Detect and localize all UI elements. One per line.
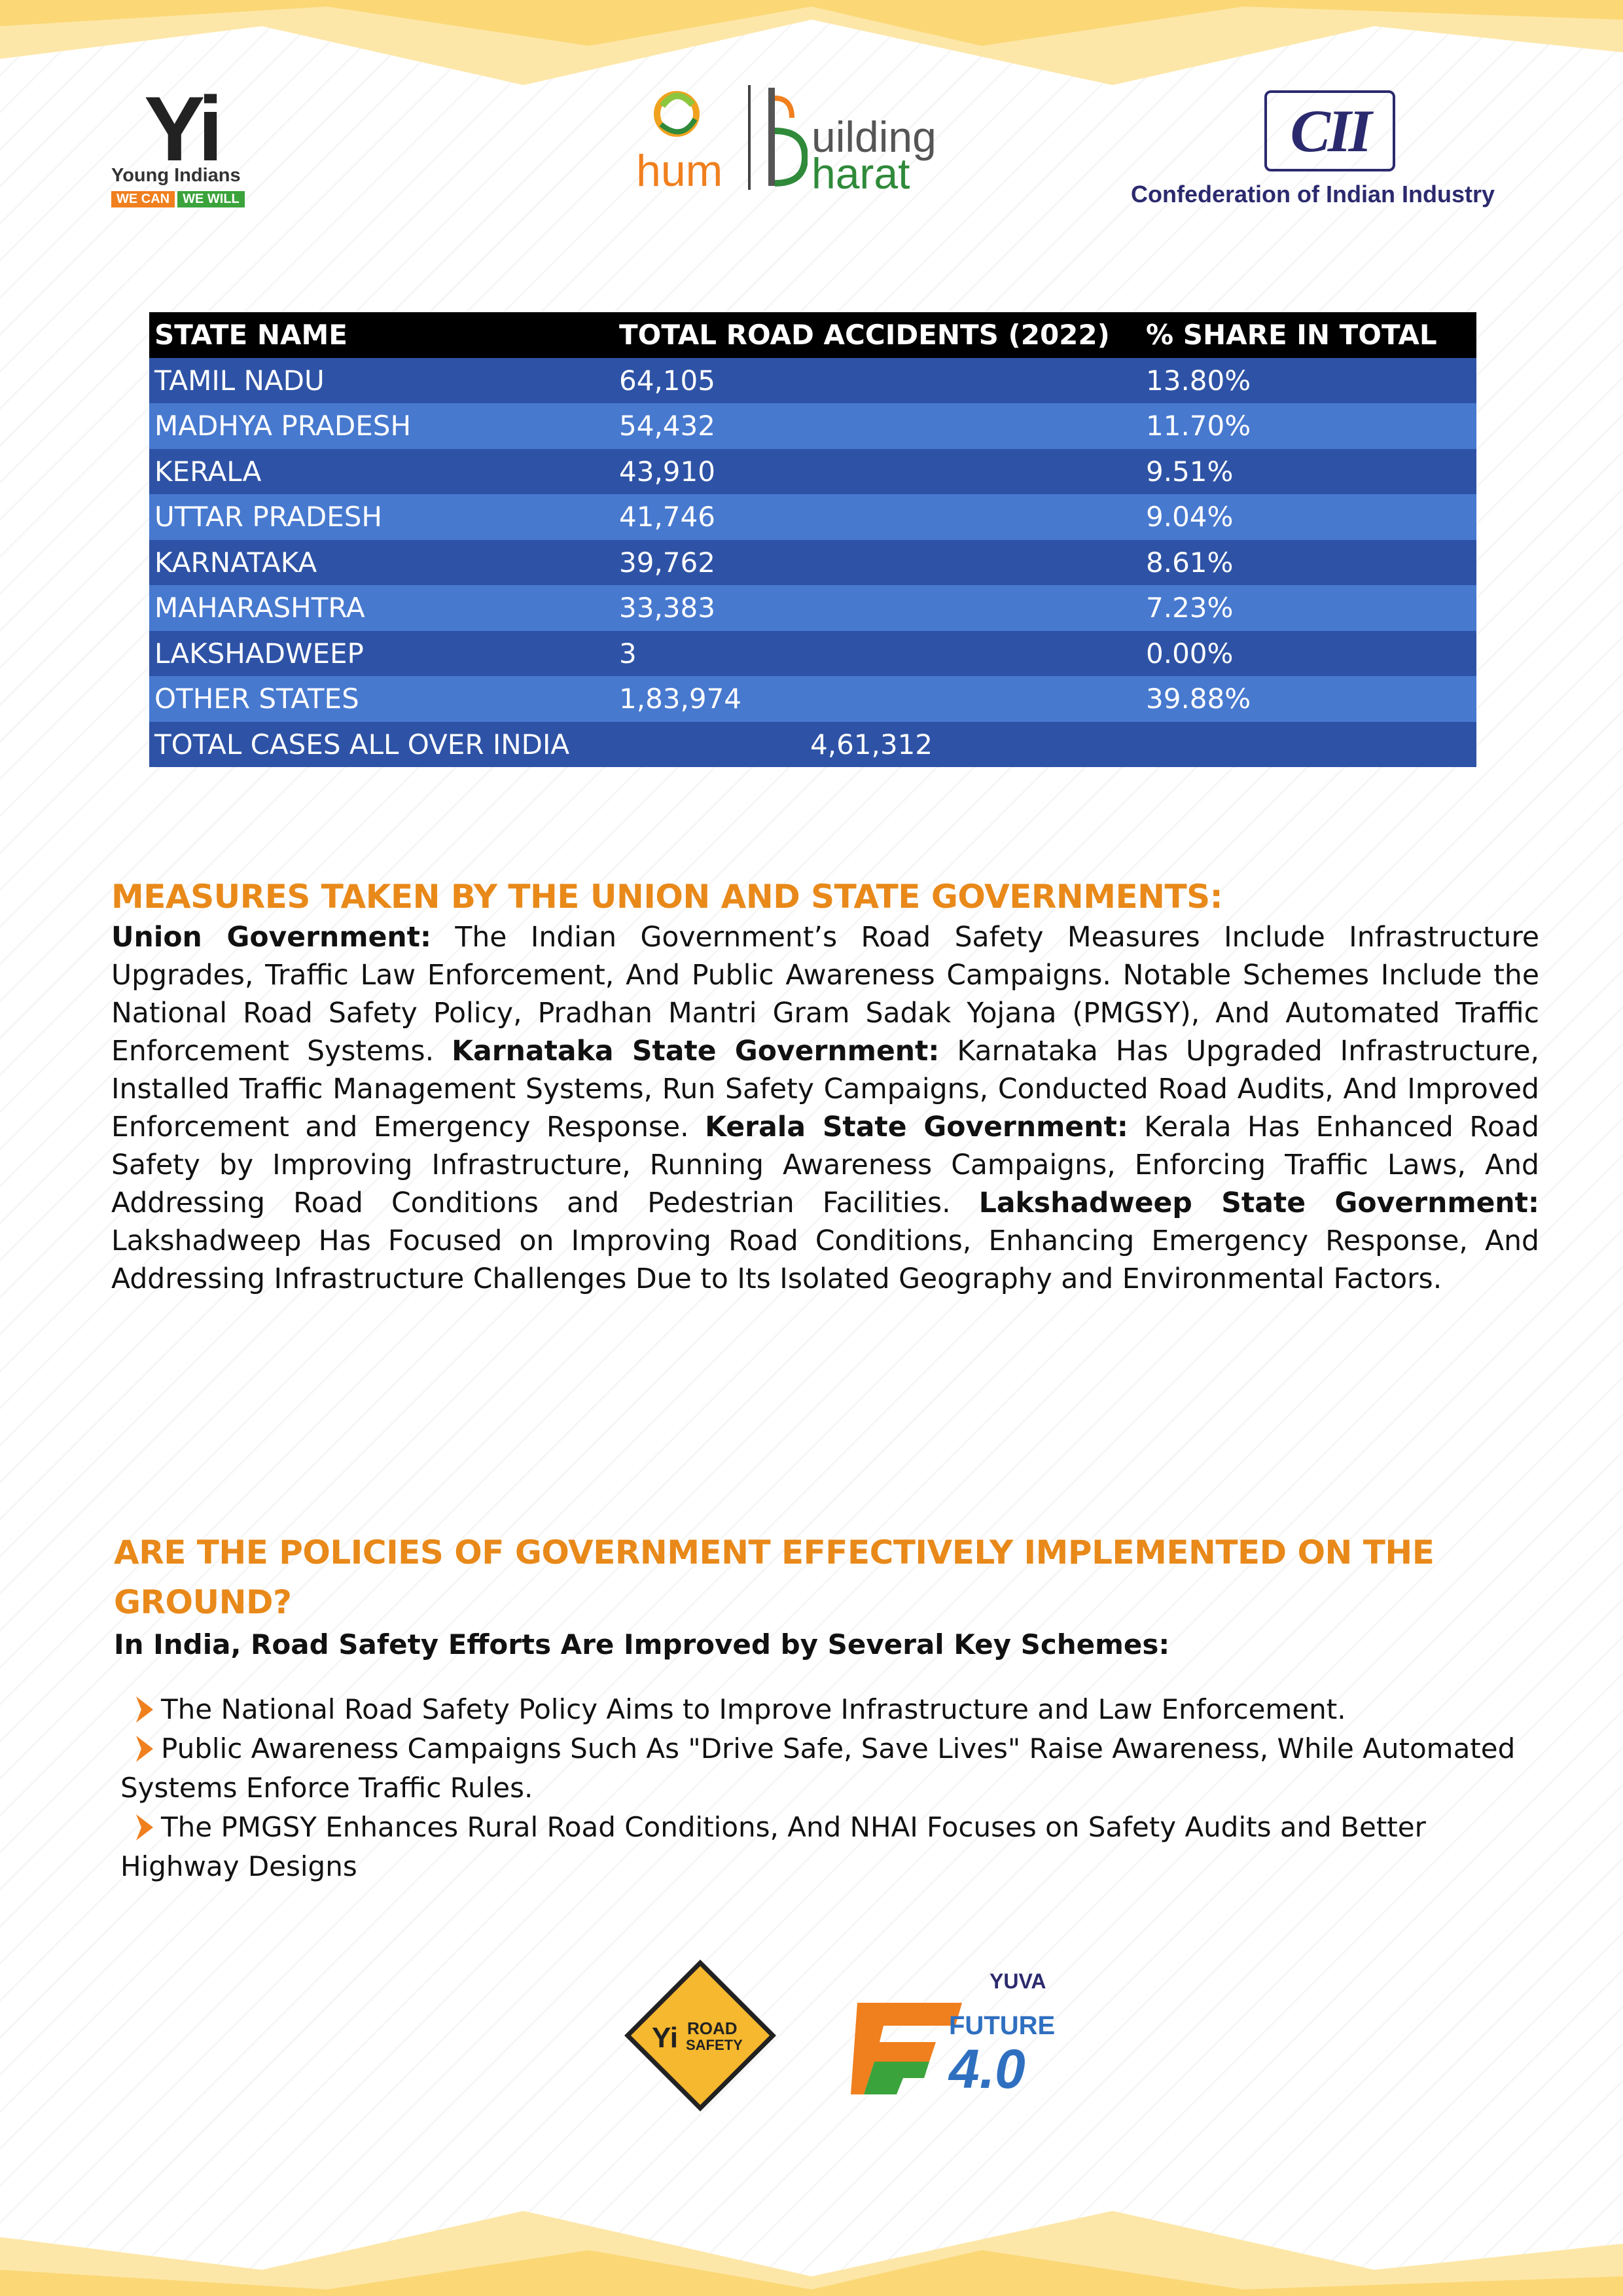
list-item: The National Road Safety Policy Aims to … (120, 1690, 1541, 1729)
cii-mark-box: CII (1264, 90, 1395, 171)
bullet-text: Public Awareness Campaigns Such As "Driv… (161, 1732, 1516, 1765)
road-text: ROAD (687, 2018, 738, 2038)
union-label: Union Government: (111, 922, 431, 954)
road-safety-yi: Yi (652, 2022, 678, 2054)
state-cell: MAHARASHTRA (149, 585, 614, 631)
building-text: uilding (812, 113, 936, 161)
policies-heading: ARE THE POLICIES OF GOVERNMENT EFFECTIVE… (114, 1528, 1435, 1627)
table-row: MAHARASHTRA 33,383 7.23% (149, 585, 1476, 631)
bullet-continuation: Systems Enforce Traffic Rules. (120, 1772, 533, 1804)
table-row: MADHYA PRADESH 54,432 11.70% (149, 403, 1476, 449)
policies-subheading: In India, Road Safety Efforts Are Improv… (114, 1628, 1170, 1660)
table-row: KARNATAKA 39,762 8.61% (149, 539, 1476, 585)
table-total-row: TOTAL CASES ALL OVER INDIA 4,61,312 (149, 721, 1476, 767)
policies-heading-line2: GROUND? (114, 1583, 292, 1621)
state-cell: UTTAR PRADESH (149, 494, 614, 540)
state-cell: MADHYA PRADESH (149, 403, 614, 449)
state-cell: TAMIL NADU (149, 357, 614, 403)
total-empty-cell (1141, 721, 1476, 767)
table-row: UTTAR PRADESH 41,746 9.04% (149, 494, 1476, 540)
accidents-cell: 41,746 (614, 494, 1141, 540)
accidents-cell: 43,910 (614, 448, 1141, 494)
header-share: % SHARE IN TOTAL (1141, 312, 1476, 358)
table-row: KERALA 43,910 9.51% (149, 448, 1476, 494)
logo-divider (748, 85, 751, 190)
karnataka-label: Karnataka State Government: (452, 1035, 940, 1067)
bullet-continuation: Highway Designs (120, 1850, 357, 1882)
measures-heading: MEASURES TAKEN BY THE UNION AND STATE GO… (111, 878, 1223, 916)
state-cell: KARNATAKA (149, 539, 614, 585)
arrow-bullet-icon (136, 1696, 153, 1723)
share-cell: 39.88% (1141, 676, 1476, 722)
we-will-tag: WE WILL (177, 191, 245, 207)
share-cell: 13.80% (1141, 357, 1476, 403)
bottom-decoration (0, 2211, 1623, 2296)
list-item: The PMGSY Enhances Rural Road Conditions… (120, 1808, 1541, 1886)
state-cell: KERALA (149, 448, 614, 494)
union-text: The Indian Government’s Road Safety Meas… (111, 922, 1540, 1067)
yi-mark: Yi (144, 77, 223, 180)
lakshadweep-label: Lakshadweep State Government: (978, 1187, 1539, 1219)
accidents-cell: 1,83,974 (614, 676, 1141, 722)
lakshadweep-text: Lakshadweep Has Focused on Improving Roa… (111, 1225, 1539, 1295)
hum-ring-icon (654, 91, 700, 137)
schemes-list: The National Road Safety Policy Aims to … (120, 1690, 1541, 1886)
karnataka-text: Karnataka Has Upgraded Infrastructure, I… (111, 1035, 1539, 1143)
future-version-text: 4.0 (948, 2038, 1026, 2100)
table-row: OTHER STATES 1,83,974 39.88% (149, 676, 1476, 722)
header-state-name: STATE NAME (149, 312, 614, 358)
bharat-text: harat (812, 149, 910, 198)
accidents-cell: 33,383 (614, 585, 1141, 631)
building-bharat-b-icon (768, 88, 808, 187)
arrow-bullet-icon (136, 1814, 153, 1840)
future-text: FUTURE (949, 2011, 1055, 2040)
list-item: Public Awareness Campaigns Such As "Driv… (120, 1729, 1541, 1808)
share-cell: 7.23% (1141, 585, 1476, 631)
bullet-text: The National Road Safety Policy Aims to … (161, 1693, 1346, 1725)
total-label-cell: TOTAL CASES ALL OVER INDIA (149, 721, 614, 767)
safety-text: SAFETY (686, 2037, 743, 2053)
yi-road-safety-logo: Yi ROAD SAFETY (624, 1960, 776, 2111)
arrow-bullet-icon (136, 1736, 153, 1762)
share-cell: 0.00% (1141, 630, 1476, 676)
table-row: LAKSHADWEEP 3 0.00% (149, 630, 1476, 676)
we-can-tag: WE CAN (111, 191, 175, 207)
table-header-row: STATE NAME TOTAL ROAD ACCIDENTS (2022) %… (149, 312, 1476, 358)
young-indians-logo: Yi Young Indians WE CAN WE WILL (110, 80, 274, 217)
hum-building-bharat-logo: hum uilding harat (628, 79, 995, 203)
table-row: TAMIL NADU 64,105 13.80% (149, 357, 1476, 403)
cii-mark: CII (1290, 98, 1372, 164)
accidents-cell: 39,762 (614, 539, 1141, 585)
measures-paragraph: Union Government: The Indian Government’… (111, 919, 1539, 1299)
top-decoration (0, 0, 1623, 85)
share-cell: 9.04% (1141, 494, 1476, 540)
young-indians-name: Young Indians (111, 165, 241, 186)
yuva-text: YUVA (990, 1969, 1046, 1993)
hum-text: hum (636, 146, 723, 196)
policies-heading-line1: ARE THE POLICIES OF GOVERNMENT EFFECTIVE… (114, 1534, 1435, 1571)
state-cell: OTHER STATES (149, 676, 614, 722)
kerala-label: Kerala State Government: (705, 1111, 1128, 1143)
cii-name: Confederation of Indian Industry (1131, 181, 1495, 207)
road-accidents-table: STATE NAME TOTAL ROAD ACCIDENTS (2022) %… (149, 312, 1476, 767)
cii-logo: CII Confederation of Indian Industry (1126, 90, 1531, 215)
share-cell: 9.51% (1141, 448, 1476, 494)
header-total-accidents: TOTAL ROAD ACCIDENTS (2022) (614, 312, 1141, 358)
total-value-cell: 4,61,312 (614, 721, 1141, 767)
state-cell: LAKSHADWEEP (149, 630, 614, 676)
accidents-cell: 64,105 (614, 357, 1141, 403)
accidents-cell: 3 (614, 630, 1141, 676)
kerala-text: Kerala Has Enhanced Road Safety by Impro… (111, 1111, 1539, 1219)
share-cell: 11.70% (1141, 403, 1476, 449)
bullet-text: The PMGSY Enhances Rural Road Conditions… (161, 1811, 1426, 1843)
future-4-logo: YUVA FUTURE 4.0 (851, 1969, 1055, 2100)
share-cell: 8.61% (1141, 539, 1476, 585)
accidents-cell: 54,432 (614, 403, 1141, 449)
